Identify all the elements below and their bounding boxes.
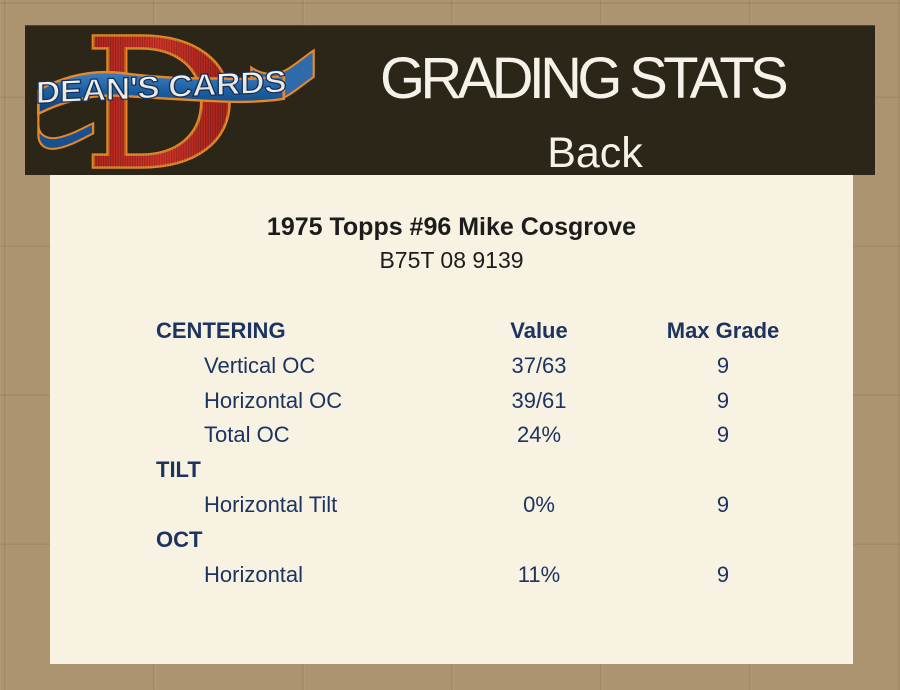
svg-text:DEAN'S CARDS: DEAN'S CARDS — [36, 63, 286, 110]
